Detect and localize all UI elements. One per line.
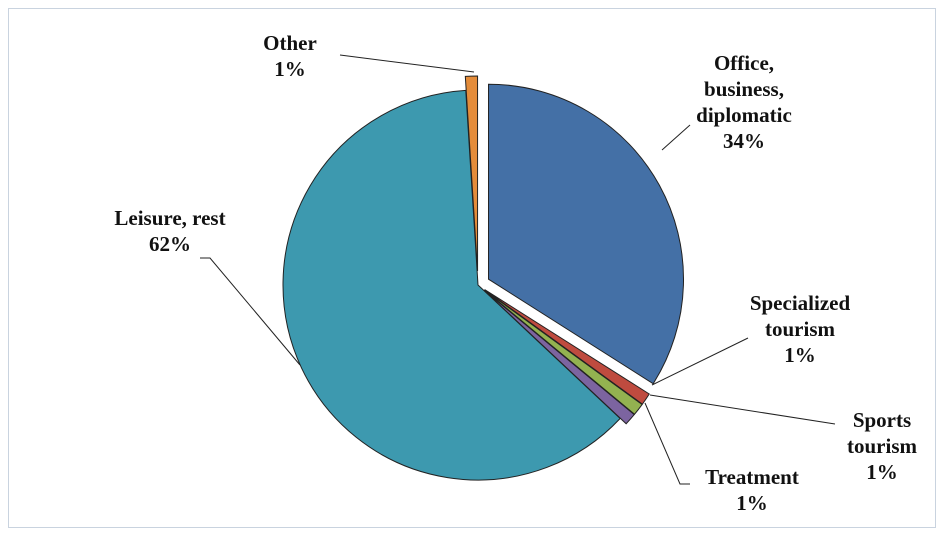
data-label-3: Treatment 1% [705, 465, 799, 515]
data-label-5: Other 1% [263, 31, 317, 81]
leader-line-4 [200, 257, 301, 366]
data-label-1: Specialized tourism 1% [750, 291, 851, 367]
leader-line-0 [661, 124, 691, 151]
pie-slice-5 [464, 75, 479, 272]
leader-line-3 [644, 402, 690, 485]
leader-line-2 [649, 394, 836, 425]
pie-slice-3 [483, 289, 635, 425]
pie-slice-2 [484, 289, 643, 415]
pie-slice-0 [488, 83, 684, 385]
leader-line-5 [339, 54, 475, 73]
leader-line-1 [651, 337, 749, 386]
data-label-0: Office, business, diplomatic 34% [696, 51, 792, 153]
data-label-4: Leisure, rest 62% [114, 206, 225, 256]
pie-slice-1 [484, 289, 650, 405]
data-label-2: Sports tourism 1% [847, 408, 918, 484]
pie-slice-4 [282, 89, 621, 481]
